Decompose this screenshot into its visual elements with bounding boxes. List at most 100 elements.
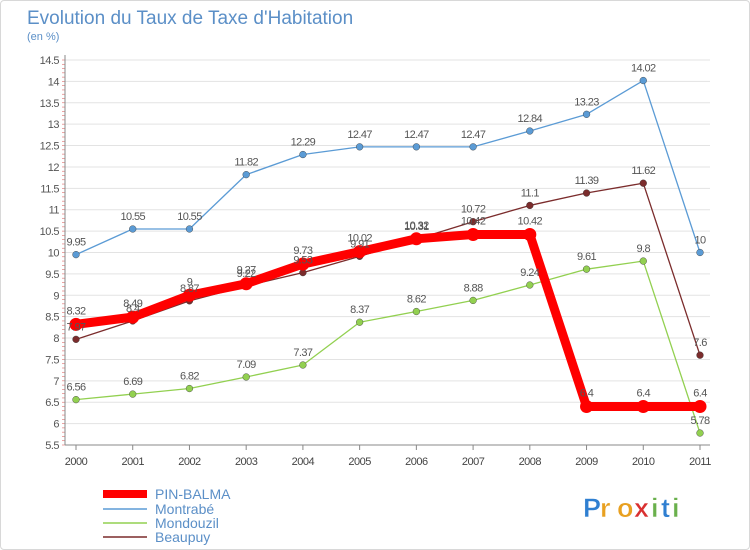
- data-point: [299, 361, 307, 369]
- data-label: 14.02: [631, 63, 656, 75]
- data-label: 10.55: [177, 211, 202, 223]
- y-tick-label: 9.5: [45, 269, 59, 281]
- data-label: 13.23: [574, 96, 599, 108]
- x-tick-label: 2004: [292, 456, 315, 468]
- data-point: [696, 351, 704, 359]
- data-label: 7.97: [66, 321, 85, 333]
- legend-label: PIN-BALMA: [155, 486, 231, 502]
- data-label: 9.53: [293, 255, 312, 267]
- x-tick-label: 2005: [348, 456, 371, 468]
- legend-label: Beaupuy: [155, 529, 210, 545]
- data-label: 8.88: [464, 282, 483, 294]
- data-label: 8.4: [126, 303, 140, 315]
- logo-letter: t: [661, 493, 670, 523]
- data-point: [582, 265, 591, 273]
- data-point: [469, 296, 477, 305]
- data-point: [639, 257, 647, 265]
- data-label: 10.02: [347, 233, 372, 245]
- data-point: [72, 396, 80, 404]
- data-label: 11.1: [521, 187, 540, 199]
- data-point: [412, 143, 420, 151]
- series-line-beaupuy: [75, 182, 701, 356]
- logo-letter: o: [617, 493, 634, 523]
- y-tick-label: 9: [53, 290, 59, 302]
- data-label: 6.69: [123, 376, 142, 388]
- data-label: 12.29: [291, 137, 316, 149]
- data-label: 7.09: [237, 359, 256, 371]
- data-label: 6.4: [637, 388, 651, 400]
- logo-letter: x: [634, 493, 649, 523]
- data-label: 11.62: [631, 165, 655, 177]
- data-label: 12.84: [518, 113, 543, 125]
- data-point: [185, 384, 194, 393]
- data-point: [526, 281, 534, 289]
- data-label: 9: [187, 276, 193, 288]
- data-label: 10.55: [120, 211, 145, 223]
- data-point: [356, 318, 364, 326]
- data-point: [582, 189, 591, 197]
- data-label: 10.31: [404, 221, 429, 233]
- x-tick-label: 2000: [65, 456, 88, 468]
- data-label: 12.47: [347, 129, 372, 141]
- data-label: 9.8: [637, 243, 651, 255]
- data-point: [182, 288, 196, 302]
- y-tick-label: 6.5: [45, 397, 59, 409]
- y-tick-label: 10.5: [40, 226, 60, 238]
- data-label: 6.4: [580, 388, 594, 400]
- data-point: [69, 317, 83, 331]
- series-line-montrabé: [75, 79, 701, 256]
- data-point: [242, 171, 250, 179]
- data-label: 9.27: [237, 265, 256, 277]
- logo-letter: P: [583, 493, 601, 523]
- legend-label: Montrabé: [155, 501, 214, 517]
- y-tick-label: 12.5: [40, 141, 60, 153]
- y-tick-label: 6: [53, 419, 59, 431]
- data-point: [126, 310, 140, 324]
- y-tick-label: 12: [48, 162, 60, 174]
- tick-labels: 5.5 6 6.5 7 7.5 8 8.5 9 9.5 10 10.5 11 11.5 12 12.5 13 1…: [40, 55, 712, 468]
- data-label: 8.32: [66, 305, 85, 317]
- x-tick-label: 2001: [121, 456, 144, 468]
- data-label: 10: [694, 235, 706, 247]
- y-tick-label: 14.5: [40, 55, 60, 67]
- legend-label: Mondouzil: [155, 515, 219, 531]
- data-label: 6.4: [693, 388, 707, 400]
- proxiti-logo: Pr o x i t i: [583, 493, 680, 524]
- y-tick-label: 13: [48, 119, 60, 131]
- data-label: 12.47: [461, 129, 486, 141]
- data-point: [409, 232, 423, 246]
- y-tick-label: 7: [53, 376, 59, 388]
- x-tick-label: 2008: [519, 456, 542, 468]
- x-tick-label: 2009: [575, 456, 598, 468]
- data-label: 9.73: [293, 245, 312, 257]
- data-label: 9.61: [577, 251, 596, 263]
- logo-letter: r: [600, 493, 611, 523]
- y-tick-label: 13.5: [40, 98, 60, 110]
- x-tick-label: 2003: [235, 456, 258, 468]
- logo-letter: i: [651, 493, 659, 523]
- data-label: 10.42: [518, 216, 543, 228]
- data-point: [693, 400, 707, 413]
- data-point: [526, 201, 534, 210]
- chart-title: Evolution du Taux de Taxe d'Habitation: [27, 8, 353, 29]
- data-point: [129, 225, 137, 233]
- data-label: 10.42: [461, 216, 486, 228]
- data-point: [72, 251, 80, 259]
- data-point: [299, 150, 307, 159]
- data-point: [356, 143, 364, 151]
- data-point: [242, 373, 250, 381]
- chart-subtitle: (en %): [27, 31, 59, 43]
- series-line-pin-balma: [71, 230, 705, 411]
- data-point: [636, 400, 650, 413]
- data-point: [129, 390, 137, 398]
- data-label: 9.91: [350, 238, 369, 250]
- data-point: [185, 225, 194, 233]
- data-label: 8.49: [123, 298, 142, 310]
- grid: [65, 59, 710, 446]
- data-label: 11.39: [575, 175, 599, 187]
- data-label: 9.22: [237, 268, 256, 280]
- data-point: [526, 127, 534, 135]
- data-labels: 9.95 10.55 10.55 11.82 12.29 12.47 12.47 12.47 1…: [66, 63, 710, 427]
